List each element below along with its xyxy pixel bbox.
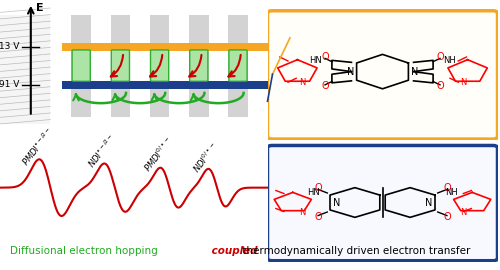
FancyBboxPatch shape	[268, 11, 498, 139]
FancyBboxPatch shape	[229, 50, 247, 81]
Text: HN: HN	[307, 188, 320, 197]
Text: -0.91 V: -0.91 V	[0, 80, 20, 89]
Bar	[228, 15, 248, 117]
Text: E: E	[36, 3, 44, 13]
Bar	[62, 43, 274, 51]
Text: coupled: coupled	[208, 246, 257, 256]
FancyBboxPatch shape	[72, 50, 90, 81]
Text: O: O	[321, 52, 329, 62]
Text: O: O	[314, 183, 322, 193]
Text: NDI$^{\bullet-/2-}$: NDI$^{\bullet-/2-}$	[86, 132, 119, 170]
Text: NH: NH	[445, 188, 458, 197]
Bar	[189, 15, 208, 117]
Text: N: N	[460, 78, 466, 87]
Text: N: N	[425, 197, 432, 208]
Text: PMDI$^{0/\bullet-}$: PMDI$^{0/\bullet-}$	[141, 134, 176, 174]
Text: HN: HN	[310, 56, 322, 65]
Text: N: N	[333, 197, 340, 208]
Bar	[150, 15, 170, 117]
Text: O: O	[314, 212, 322, 222]
Text: O: O	[436, 81, 444, 91]
Text: NDI$^{0/\bullet-}$: NDI$^{0/\bullet-}$	[283, 78, 325, 92]
Text: O: O	[321, 81, 329, 91]
Bar	[0, 15, 50, 124]
Text: N: N	[411, 67, 418, 77]
Text: NH: NH	[443, 56, 456, 65]
Bar	[110, 15, 130, 117]
Text: -1.13 V: -1.13 V	[0, 42, 20, 51]
Bar	[62, 80, 274, 89]
Text: thermodynamically driven electron transfer: thermodynamically driven electron transf…	[239, 246, 470, 256]
Bar	[72, 15, 91, 117]
FancyBboxPatch shape	[112, 50, 130, 81]
FancyBboxPatch shape	[268, 146, 498, 261]
Text: PMDI$^{0/\bullet-}$: PMDI$^{0/\bullet-}$	[283, 40, 334, 53]
Text: Diffusional electron hopping: Diffusional electron hopping	[10, 246, 158, 256]
FancyBboxPatch shape	[190, 50, 208, 81]
Text: PMDI$^{\bullet-/2-}$: PMDI$^{\bullet-/2-}$	[19, 125, 57, 168]
FancyBboxPatch shape	[150, 50, 168, 81]
Text: N: N	[299, 208, 305, 217]
Text: O: O	[443, 183, 450, 193]
Text: N: N	[299, 78, 305, 87]
Text: NDI$^{0/\bullet-}$: NDI$^{0/\bullet-}$	[190, 140, 222, 175]
Text: N: N	[460, 208, 466, 217]
Text: N: N	[346, 67, 354, 77]
Text: O: O	[443, 212, 450, 222]
Text: O: O	[436, 52, 444, 62]
